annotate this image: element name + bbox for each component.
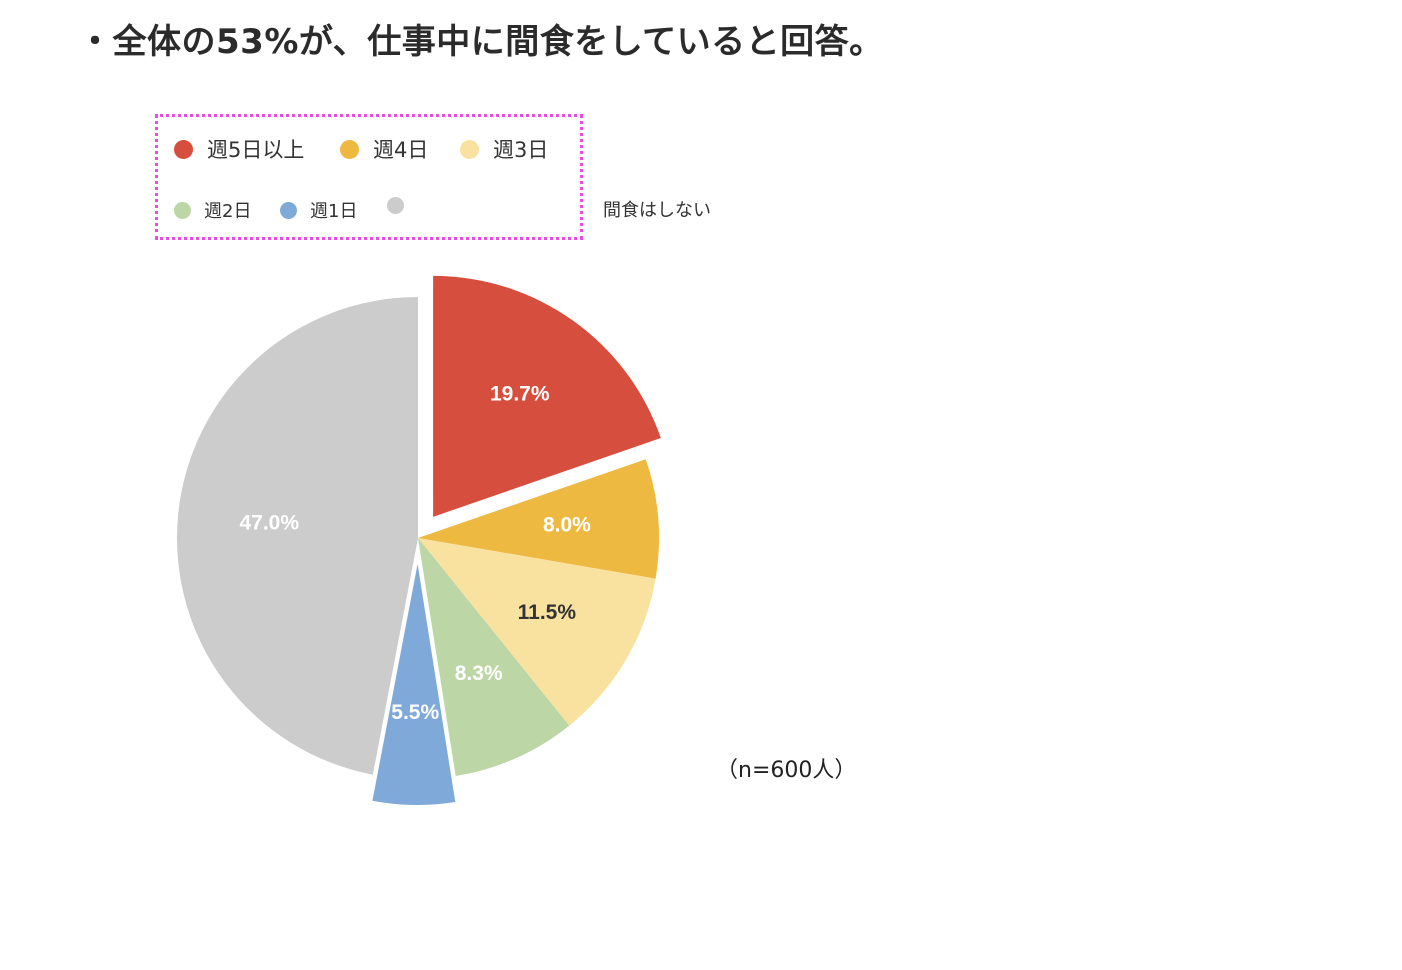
pie-slice-0 xyxy=(433,275,661,517)
pie-slice-2 xyxy=(418,538,656,726)
pie-label-4: 5.5% xyxy=(391,701,439,724)
legend-item-0: 週5日以上 xyxy=(174,134,304,164)
sample-size-note: （n=600人） xyxy=(716,758,857,783)
pie-label-3: 8.3% xyxy=(455,662,503,685)
pie-slice-4 xyxy=(372,563,456,805)
pie-slice-3 xyxy=(418,538,570,777)
legend-label-0: 週5日以上 xyxy=(207,138,305,162)
pie-label-0: 19.7% xyxy=(490,383,550,406)
legend-item-1: 週4日 xyxy=(340,134,428,164)
pie-label-2: 11.5% xyxy=(518,601,577,624)
legend-label-4: 週1日 xyxy=(310,201,358,222)
legend-item-3: 週2日 xyxy=(174,197,251,223)
legend-swatch-5 xyxy=(387,197,404,214)
page-title: ・全体の53%が、仕事中に間食をしていると回答。 xyxy=(78,22,884,62)
legend-swatch-1 xyxy=(340,139,359,159)
legend-label-2: 週3日 xyxy=(493,138,549,162)
legend-item-4: 週1日 xyxy=(280,197,357,223)
pie-label-1: 8.0% xyxy=(543,513,591,536)
legend-label-5: 間食はしない xyxy=(603,200,711,221)
legend-item-2: 週3日 xyxy=(460,134,548,164)
legend-swatch-0 xyxy=(174,139,193,159)
legend-label-3: 週2日 xyxy=(204,201,252,222)
pie-slice-1 xyxy=(418,459,660,579)
legend-swatch-3 xyxy=(174,201,191,219)
pie-slice-5 xyxy=(176,297,418,775)
chart-legend xyxy=(155,114,583,240)
legend-swatch-2 xyxy=(460,139,479,159)
legend-label-1: 週4日 xyxy=(373,138,429,162)
legend-item-5 xyxy=(387,197,417,214)
pie-label-5: 47.0% xyxy=(239,511,299,534)
legend-swatch-4 xyxy=(280,201,297,219)
